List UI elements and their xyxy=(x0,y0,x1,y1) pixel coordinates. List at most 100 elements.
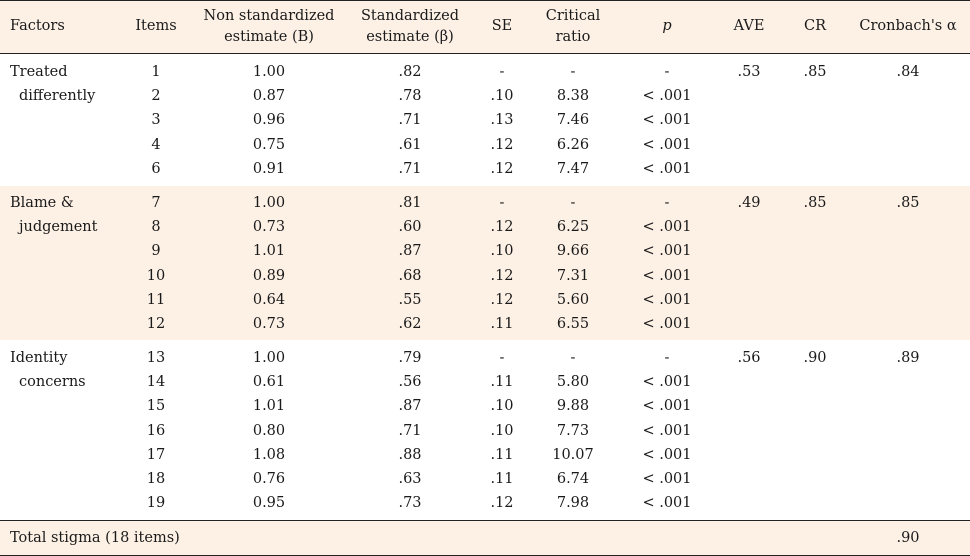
table-cell-se: - xyxy=(499,195,505,211)
table-cell-ratio: 7.98 xyxy=(556,495,590,512)
table-cell-item: 10 xyxy=(146,267,166,284)
table-cell-beta: .73 xyxy=(398,495,422,512)
table-cell-item: 3 xyxy=(151,112,161,129)
table-cell-b: 0.91 xyxy=(252,160,286,177)
table-cell-ratio: 6.55 xyxy=(556,316,590,332)
table-cell-b: 0.87 xyxy=(252,88,286,105)
table-cell-p: < .001 xyxy=(642,267,692,284)
header-se: SE xyxy=(491,18,513,34)
header-cr: CR xyxy=(803,18,826,34)
header-items: Items xyxy=(135,18,177,34)
header-standardized: Standardized estimate (β) xyxy=(340,6,480,48)
table-cell-beta: .79 xyxy=(398,350,422,366)
factor-label-line1: Treated xyxy=(10,64,68,80)
top-rule xyxy=(0,0,970,1)
group-cr: .85 xyxy=(803,195,827,211)
table-cell-beta: .87 xyxy=(398,398,422,415)
table-cell-se: .12 xyxy=(490,495,514,512)
table-cell-b: 0.96 xyxy=(252,112,286,129)
table-cell-beta: .71 xyxy=(398,422,422,439)
table-cell-b: 1.00 xyxy=(252,64,286,80)
group-ave: .53 xyxy=(737,64,761,80)
table-cell-se: .11 xyxy=(490,471,514,487)
table-cell-b: 1.00 xyxy=(252,195,286,211)
table-cell-item: 17 xyxy=(146,446,166,463)
table-cell-item: 4 xyxy=(151,136,161,153)
table-cell-ratio: 7.73 xyxy=(556,422,590,439)
table-cell-b: 0.73 xyxy=(252,219,286,236)
table-cell-se: .10 xyxy=(490,422,514,439)
table-cell-p: < .001 xyxy=(642,398,692,415)
table-cell-se: .10 xyxy=(490,243,514,260)
table-cell-se: .11 xyxy=(490,446,514,463)
table-cell-p: < .001 xyxy=(642,495,692,512)
group-cr: .90 xyxy=(803,350,827,366)
factor-label-line1: Identity xyxy=(10,350,68,366)
table-cell-beta: .61 xyxy=(398,136,422,153)
table-cell-item: 8 xyxy=(151,219,161,236)
table-cell-se: .11 xyxy=(490,374,514,391)
table-cell-item: 11 xyxy=(146,291,166,308)
table-cell-b: 0.64 xyxy=(252,291,286,308)
factor-label-line1: Blame & xyxy=(10,195,74,211)
header-band xyxy=(0,0,970,53)
table-cell-ratio: - xyxy=(570,195,576,211)
header-standardized-line2: estimate (β) xyxy=(366,29,454,45)
table-cell-b: 0.73 xyxy=(252,316,286,332)
table-cell-item: 15 xyxy=(146,398,166,415)
header-cronbach-alpha: Cronbach's α xyxy=(859,18,957,34)
table-cell-ratio: 9.88 xyxy=(556,398,590,415)
table-cell-ratio: - xyxy=(570,64,576,80)
table-cell-se: .13 xyxy=(490,112,514,129)
table-cell-item: 1 xyxy=(151,64,161,80)
table-cell-ratio: 10.07 xyxy=(552,446,594,463)
table-cell-p: < .001 xyxy=(642,219,692,236)
table-cell-item: 16 xyxy=(146,422,166,439)
factor-label-line2: concerns xyxy=(19,374,86,391)
table-cell-beta: .71 xyxy=(398,160,422,177)
table-cell-ratio: 7.31 xyxy=(556,267,590,284)
table-cell-p: < .001 xyxy=(642,316,692,332)
table-cell-ratio: 6.74 xyxy=(556,471,590,487)
table-cell-ratio: 5.60 xyxy=(556,291,590,308)
table-cell-p: < .001 xyxy=(642,446,692,463)
table-cell-beta: .68 xyxy=(398,267,422,284)
table-cell-ratio: 6.26 xyxy=(556,136,590,153)
table-cell-beta: .62 xyxy=(398,316,422,332)
table-cell-se: .10 xyxy=(490,398,514,415)
table-cell-b: 0.80 xyxy=(252,422,286,439)
factor-label-line2: differently xyxy=(19,88,96,105)
table-cell-ratio: 7.47 xyxy=(556,160,590,177)
table-cell-beta: .82 xyxy=(398,64,422,80)
header-critical-ratio-line2: ratio xyxy=(555,29,591,45)
group-alpha: .89 xyxy=(896,350,920,366)
table-cell-item: 9 xyxy=(151,243,161,260)
table-cell-beta: .56 xyxy=(398,374,422,391)
header-ave: AVE xyxy=(733,18,765,34)
header-non-standardized-line1: Non standardized xyxy=(203,8,335,24)
table-cell-ratio: - xyxy=(570,350,576,366)
table-cell-b: 0.95 xyxy=(252,495,286,512)
table-cell-ratio: 8.38 xyxy=(556,88,590,105)
table-cell-beta: .55 xyxy=(398,291,422,308)
header-critical-ratio: Critical ratio xyxy=(530,6,616,48)
group-ave: .56 xyxy=(737,350,761,366)
table-cell-beta: .71 xyxy=(398,112,422,129)
table-cell-p: - xyxy=(664,195,670,211)
table-cell-p: < .001 xyxy=(642,88,692,105)
table-cell-ratio: 5.80 xyxy=(556,374,590,391)
table-cell-se: - xyxy=(499,350,505,366)
table-cell-b: 0.89 xyxy=(252,267,286,284)
table-cell-beta: .60 xyxy=(398,219,422,236)
table-cell-p: < .001 xyxy=(642,160,692,177)
table-cell-p: < .001 xyxy=(642,422,692,439)
total-alpha: .90 xyxy=(896,530,920,546)
table-cell-p: - xyxy=(664,64,670,80)
table-cell-se: - xyxy=(499,64,505,80)
header-standardized-line1: Standardized xyxy=(360,8,460,24)
table-cell-beta: .88 xyxy=(398,446,422,463)
header-rule xyxy=(0,53,970,54)
total-band xyxy=(0,520,970,555)
table-cell-b: 0.76 xyxy=(252,471,286,487)
